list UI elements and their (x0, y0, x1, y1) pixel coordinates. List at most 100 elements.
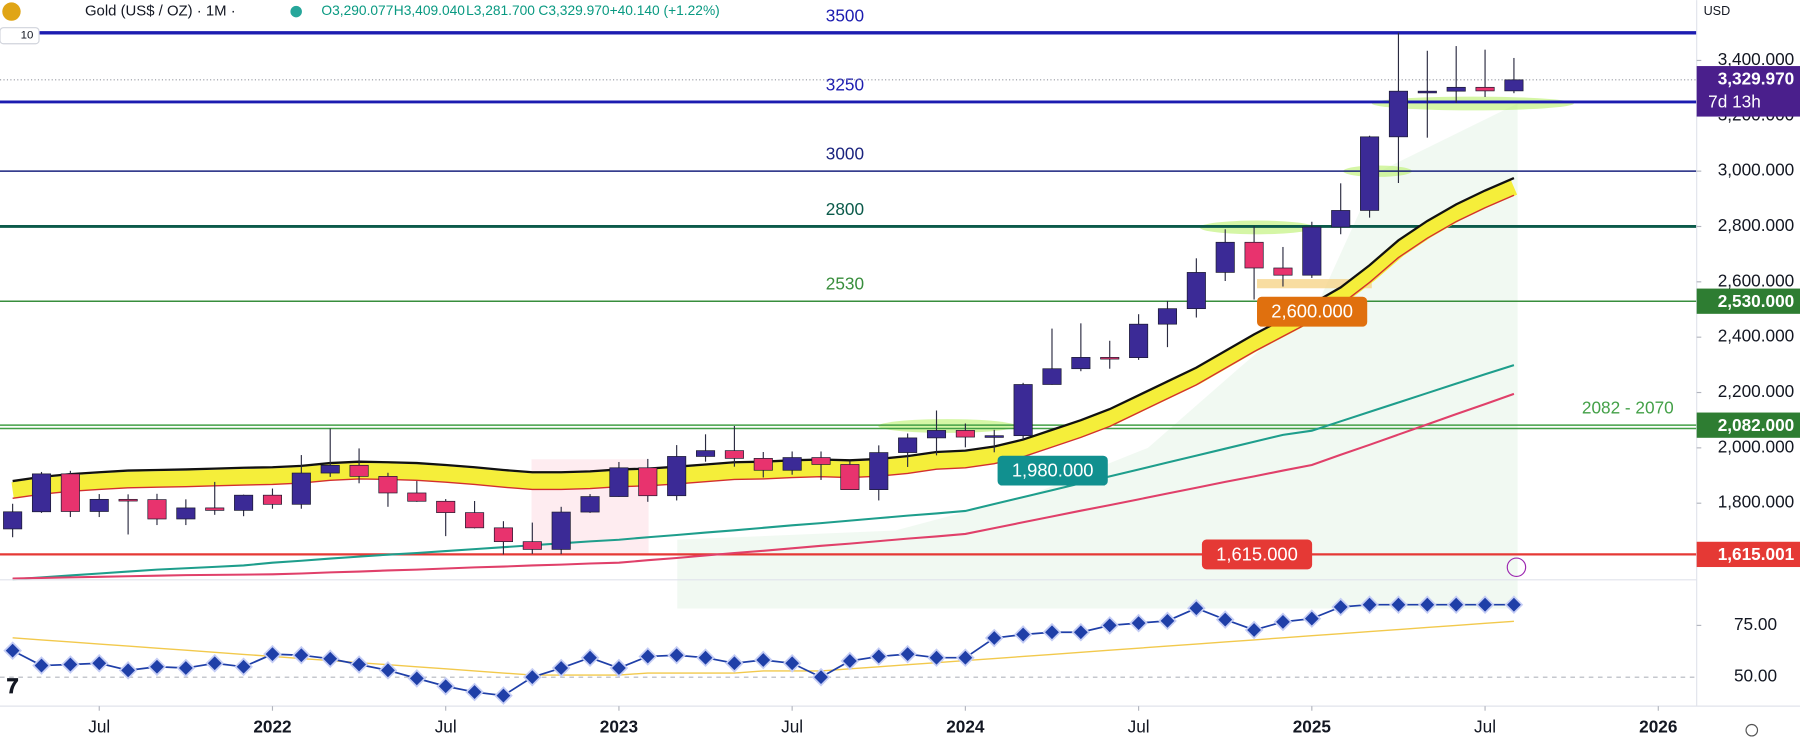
osc-point (753, 650, 773, 670)
x-tick-label: Jul (1474, 716, 1496, 736)
candle-body (580, 496, 600, 513)
candle-body (436, 500, 456, 513)
candle-body (926, 430, 947, 439)
ohlc-readout: O3,290.077 (321, 3, 393, 18)
candle-body (955, 430, 975, 438)
osc-point (320, 649, 340, 669)
countdown-label: 7d 13h (1708, 91, 1761, 111)
symbol-icon[interactable] (2, 2, 21, 21)
ohlc-readout: L3,281.700 (466, 3, 535, 18)
symbol-title[interactable]: Gold (US$ / OZ) · 1M · (85, 3, 236, 20)
osc-point (89, 653, 109, 673)
osc-point (436, 676, 456, 696)
candle-body (407, 492, 427, 502)
x-tick-label: 2025 (1293, 716, 1332, 736)
highlight (878, 419, 1016, 433)
osc-point (407, 669, 427, 688)
candle-body (667, 456, 687, 497)
candle-body (1273, 267, 1293, 276)
osc-point (1071, 622, 1091, 642)
candle-body (840, 464, 860, 490)
level-label: 3500 (826, 5, 864, 25)
y-tick-label: 3,400.000 (1718, 49, 1795, 69)
osc-point (1417, 595, 1437, 615)
y-tick-label: 2,800.000 (1718, 215, 1795, 235)
candle-body (147, 499, 167, 520)
price-badge (1696, 288, 1800, 314)
candle-body (609, 467, 629, 497)
osc-point (1475, 595, 1495, 615)
candle-body (753, 458, 773, 471)
osc-point (147, 657, 167, 677)
candle-body (898, 437, 918, 453)
annotation-label: 1,615.000 (1216, 543, 1298, 564)
osc-point (1360, 595, 1379, 615)
candle-body (1013, 384, 1033, 437)
candle-body (89, 498, 109, 512)
ohlc-readout: +40.140 (+1.22%) (610, 3, 720, 18)
price-badge-label: 2,082.000 (1718, 415, 1795, 435)
osc-point (1100, 616, 1120, 635)
candle-body (1475, 86, 1495, 92)
candle-body (60, 473, 80, 512)
currency[interactable]: USD (1704, 4, 1731, 18)
level-label: 2800 (826, 199, 864, 219)
annotation-label: 1,980.000 (1012, 460, 1094, 481)
y-tick-label: 1,800.000 (1718, 492, 1795, 512)
y-tick-label: 2,200.000 (1718, 381, 1795, 401)
candle-body (782, 457, 802, 471)
candle-body (176, 507, 196, 520)
price-badge-label: 2,530.000 (1718, 291, 1795, 311)
ohlc-readout: C3,329.970 (538, 3, 610, 18)
x-tick-label: Jul (1128, 716, 1150, 736)
ribbon-edge (12, 194, 1515, 499)
osc-point (1042, 622, 1062, 642)
osc-point (869, 647, 889, 666)
highlight (1371, 96, 1574, 111)
candle-body (1244, 241, 1264, 269)
osc-ma-line (12, 620, 1514, 676)
y-tick-label: 2,000.000 (1718, 436, 1795, 456)
candle-body (234, 494, 254, 511)
candle-body (1186, 272, 1206, 310)
interval-badge: 10 (21, 30, 34, 42)
osc-point (1215, 610, 1235, 629)
osc-point (956, 648, 975, 668)
osc-point (292, 645, 311, 665)
level-label: 3000 (826, 144, 864, 164)
price-badge-label: 1,615.001 (1718, 544, 1795, 564)
candle-body (493, 527, 513, 543)
candle-body (638, 467, 658, 497)
osc-point (1302, 609, 1322, 628)
x-tick-label: 2024 (946, 716, 985, 736)
osc-point (580, 648, 600, 668)
level-label: 2530 (826, 274, 864, 294)
current-badge (1696, 66, 1800, 117)
osc-point (1244, 620, 1264, 640)
interval-box[interactable] (0, 27, 40, 45)
candle-body (31, 473, 52, 513)
candle-body (724, 450, 744, 459)
area-shade (677, 103, 1518, 609)
annotation-box (1201, 539, 1313, 570)
candle-body (1504, 79, 1524, 92)
candle-body (1129, 323, 1149, 358)
osc-point (234, 657, 253, 677)
overlay-line (12, 364, 1515, 581)
osc-point (176, 658, 196, 678)
osc-tick-label: 50.00 (1734, 666, 1777, 686)
candle-body (1042, 368, 1062, 385)
alert-icon[interactable] (1506, 557, 1527, 577)
osc-point (638, 647, 658, 666)
market-status (290, 5, 302, 18)
settings-icon[interactable] (1745, 723, 1759, 737)
osc-point (349, 655, 369, 674)
candle-body (3, 511, 23, 530)
candle-body (1388, 90, 1408, 138)
price-badge (1696, 541, 1800, 568)
candle-body (869, 452, 889, 490)
candle-body (696, 450, 716, 457)
y-tick-label: 2,600.000 (1718, 270, 1795, 290)
